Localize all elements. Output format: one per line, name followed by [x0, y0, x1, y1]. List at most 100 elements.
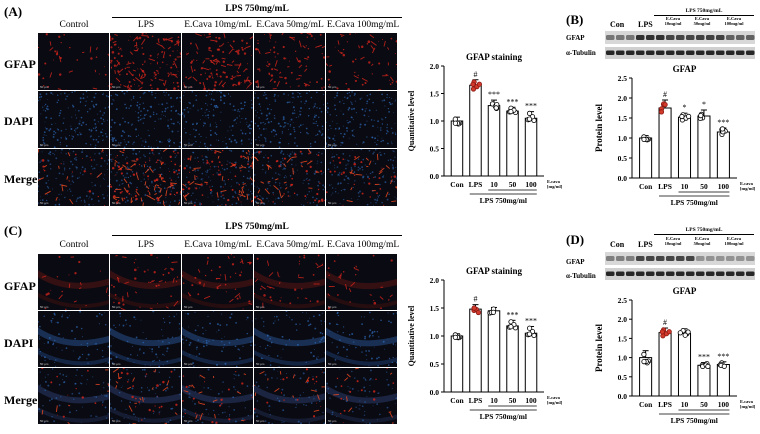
micrograph-C-dapi-lps: 50 µm — [110, 311, 181, 367]
data-point — [641, 359, 647, 365]
panel-d-label: (D) — [566, 232, 585, 247]
scale-bar-label: 50 µm — [256, 305, 265, 309]
bar-100 — [524, 117, 538, 177]
micrograph-A-dapi-ecava100: 50 µm — [326, 91, 397, 148]
x-tick-label: 50 — [509, 396, 517, 405]
y-tick-label: 1.5 — [618, 114, 628, 123]
micrograph-A-gfap-lps: 50 µm — [110, 33, 181, 90]
scale-bar-label: 50 µm — [112, 419, 121, 423]
tubulin-band — [696, 271, 705, 276]
x-tick-label: 50 — [700, 182, 708, 191]
x-extra-label-unit: [mg/ml] — [547, 400, 563, 405]
panel-d-western-blot — [605, 252, 755, 282]
micrograph-A-dapi-lps: 50 µm — [110, 91, 181, 148]
panel-d-bar-chart: GFAP Protein level 0.0 0.5 1.0 1.5 2.0 2.5 Con # L… — [594, 286, 756, 425]
y-tick-label: 0.5 — [430, 360, 440, 369]
tubulin-band — [626, 271, 635, 276]
scale-bar-label: 50 µm — [40, 305, 49, 309]
chart-title: GFAP staining — [466, 266, 523, 276]
panel-a-col-ecava10: E.Cava 10mg/mL — [184, 20, 252, 30]
gfap-band — [746, 256, 755, 261]
micrograph-A-merge-ecava100: 50 µm — [326, 149, 397, 206]
scale-bar-label: 50 µm — [112, 305, 121, 309]
bar-10 — [677, 332, 692, 397]
y-tick-label: 1.0 — [618, 134, 628, 143]
x-extra-label-unit: [mg/ml] — [740, 404, 756, 409]
bar-10 — [487, 105, 501, 177]
bar-Con — [450, 335, 464, 393]
significance-label: *** — [698, 353, 710, 362]
panel-b-bar-chart: GFAP Protein level 0.0 0.5 1.0 1.5 2.0 2.5 Con # L… — [594, 64, 756, 207]
data-point — [526, 331, 533, 337]
gfap-band — [716, 256, 725, 261]
tubulin-band — [656, 50, 665, 55]
data-point — [659, 329, 666, 335]
micrograph-A-gfap-control: 50 µm — [38, 33, 109, 90]
micrograph-C-dapi-control: 50 µm — [38, 311, 109, 367]
panel-b-lane-ecava50: E.Cava 50mg/ml — [693, 16, 711, 26]
y-tick-label: 1.5 — [430, 304, 440, 313]
scale-bar-label: 50 µm — [328, 362, 337, 366]
scale-bar-label: 50 µm — [40, 143, 49, 147]
gfap-band — [616, 35, 625, 40]
micrograph-C-dapi-ecava100: 50 µm — [326, 311, 397, 367]
scale-bar-label: 50 µm — [184, 85, 193, 89]
scale-bar-label: 50 µm — [40, 419, 49, 423]
gfap-band — [676, 35, 685, 40]
data-point — [452, 334, 459, 340]
x-tick-label: LPS — [469, 180, 483, 189]
x-tick-label: 10 — [681, 182, 689, 191]
y-tick-label: 0.0 — [618, 174, 628, 183]
panel-c-label: (C) — [4, 223, 23, 238]
tubulin-band — [626, 50, 635, 55]
panel-b-lane-ecava10: E.Cava 10mg/ml — [664, 16, 682, 26]
scale-bar-label: 50 µm — [256, 201, 265, 205]
significance-label: *** — [717, 352, 729, 361]
significance-label: *** — [525, 316, 537, 325]
data-point — [719, 126, 726, 132]
y-tick-label: 2.0 — [618, 315, 628, 324]
data-point — [452, 120, 459, 126]
x-tick-label: 10 — [490, 180, 498, 189]
bar-Con — [639, 357, 653, 397]
gfap-band — [626, 35, 635, 40]
x-extra-label-unit: [mg/ml] — [740, 186, 756, 191]
y-tick-label: 1.0 — [430, 117, 440, 126]
panel-d-lane-ecava10: E.Cava 10mg/ml — [664, 236, 682, 246]
y-tick-label: 2.0 — [430, 276, 440, 285]
chart-title: GFAP — [673, 64, 697, 74]
tubulin-band — [666, 271, 675, 276]
data-point — [682, 332, 688, 338]
gfap-band — [646, 256, 655, 261]
x-tick-label: Con — [450, 396, 464, 405]
panel-d-blot-header: LPS 750mg/mL — [685, 227, 723, 233]
chart-title: GFAP — [673, 286, 697, 296]
panel-b-label: (B) — [566, 12, 584, 27]
data-point — [679, 113, 685, 120]
panel-c-row-merge: Merge — [4, 393, 38, 407]
y-axis-label: Protein level — [594, 323, 604, 372]
gfap-band — [736, 35, 745, 40]
tubulin-band — [736, 271, 745, 276]
y-tick-label: 1.5 — [618, 334, 628, 343]
data-point — [471, 305, 477, 311]
micrograph-C-gfap-ecava10: 50 µm — [182, 254, 253, 310]
scale-bar-label: 50 µm — [256, 85, 265, 89]
x-tick-label: 100 — [718, 182, 730, 191]
panel-d-blot-row-tubulin: α-Tubulin — [566, 272, 596, 280]
panel-a-row-gfap: GFAP — [4, 57, 36, 71]
panel-d-lane-ecava50: E.Cava 50mg/ml — [693, 236, 711, 246]
gfap-band — [676, 256, 685, 261]
panel-d-lane-ecava100: E.Cava 100mg/ml — [724, 236, 744, 246]
group-label: LPS 750mg/ml — [671, 416, 718, 425]
gfap-band — [606, 35, 615, 40]
gfap-band — [696, 35, 705, 40]
group-label: LPS 750mg/ml — [480, 412, 527, 421]
scale-bar-label: 50 µm — [40, 362, 49, 366]
significance-label: *** — [717, 118, 729, 127]
scale-bar-label: 50 µm — [112, 201, 121, 205]
data-point — [641, 136, 647, 143]
x-tick-label: Con — [450, 180, 464, 189]
panel-a-bar-chart: GFAP staining Quantitative level 0.0 0.5 1.0… — [407, 52, 563, 205]
x-tick-label: LPS — [658, 182, 672, 191]
